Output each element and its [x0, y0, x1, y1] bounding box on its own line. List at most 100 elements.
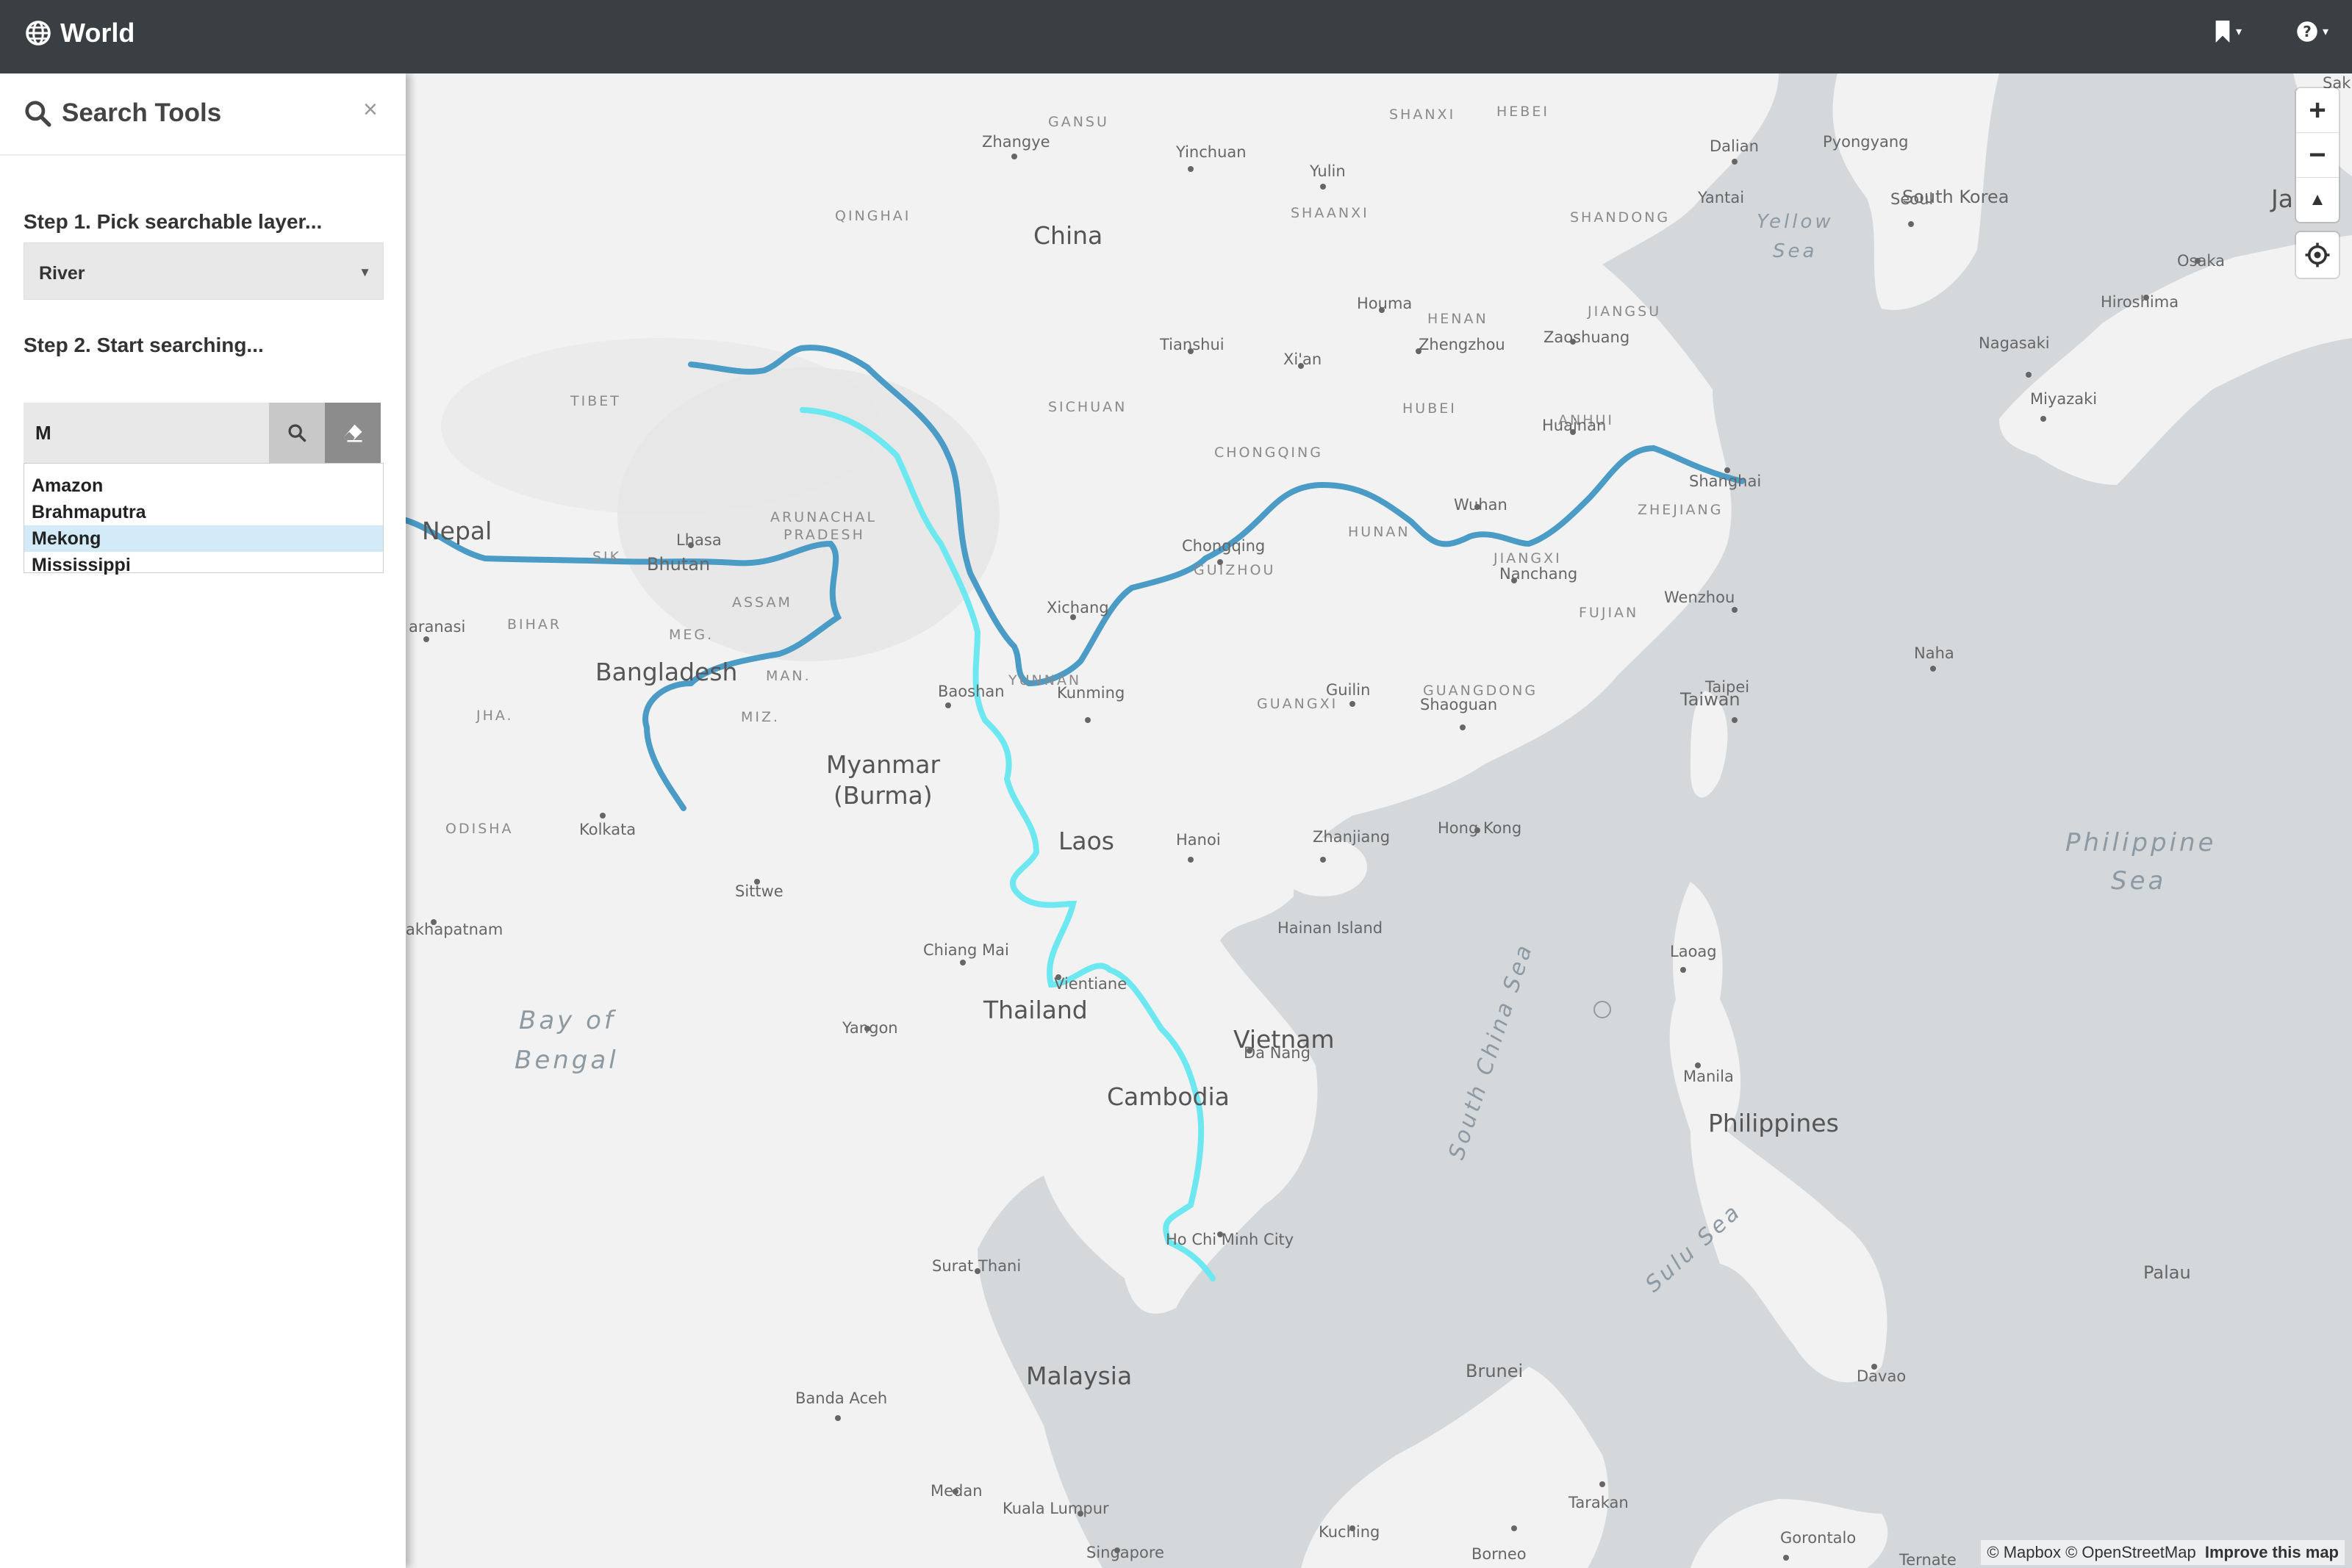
geolocate-button[interactable] [2296, 232, 2339, 278]
map-attribution: © Mapbox © OpenStreetMap Improve this ma… [1981, 1540, 2345, 1565]
label-tibet: TIBET [570, 393, 621, 409]
label-hainan-island: Hainan Island [1277, 919, 1383, 937]
label-medan: Medan [931, 1482, 983, 1500]
label-dalian: Dalian [1710, 137, 1759, 155]
label-malaysia: Malaysia [1026, 1362, 1132, 1390]
label-philippines: Philippines [1708, 1109, 1839, 1137]
layer-select-value: River [39, 263, 85, 284]
label-fujian: FUJIAN [1579, 605, 1638, 621]
suggestion-item[interactable]: Mississippi [32, 555, 131, 575]
label-shanxi: SHANXI [1389, 107, 1455, 123]
label-surat-thani: Surat Thani [932, 1257, 1021, 1275]
search-icon [288, 424, 306, 442]
clear-button[interactable] [325, 403, 381, 463]
label-seoul: Seoul [1890, 190, 1933, 208]
label-brunei: Brunei [1466, 1361, 1523, 1381]
panel-title: Search Tools [24, 98, 221, 128]
label-myanmar: Myanmar [826, 750, 941, 779]
question-circle-icon: ? [2297, 21, 2317, 42]
zoom-control: + − ▲ [2296, 88, 2339, 222]
label-hunan: HUNAN [1348, 524, 1410, 540]
label-yulin: Yulin [1309, 162, 1346, 180]
suggestion-list: Amazon Brahmaputra Mekong Mississippi [24, 463, 384, 575]
search-icon [25, 101, 51, 127]
label-yantai: Yantai [1697, 189, 1744, 206]
label-bihar: BIHAR [507, 616, 562, 633]
label-chongqing: Chongqing [1182, 537, 1265, 555]
label-palau: Palau [2143, 1262, 2191, 1283]
label-chiang-mai: Chiang Mai [923, 941, 1009, 959]
label-kolkata: Kolkata [579, 821, 636, 838]
river-brahmaputra [403, 517, 842, 811]
search-input[interactable] [24, 403, 269, 463]
label-hiroshima: Hiroshima [2101, 293, 2179, 311]
label-anhui: ANHUI [1558, 412, 1614, 428]
label-shandong: SHANDONG [1570, 209, 1670, 226]
label-jiangsu: JIANGSU [1587, 303, 1661, 320]
label-bangladesh: Bangladesh [595, 658, 737, 686]
label-vietnam: Vietnam [1233, 1025, 1335, 1054]
search-button[interactable] [269, 403, 325, 463]
suggestion-item-highlighted[interactable]: Mekong [24, 525, 383, 552]
label-davao: Davao [1857, 1367, 1906, 1385]
attribution-text[interactable]: © Mapbox © OpenStreetMap [1987, 1543, 2196, 1561]
label-jiangxi: JIANGXI [1493, 550, 1562, 567]
label-nagasaki: Nagasaki [1979, 334, 2050, 352]
search-group [24, 403, 381, 463]
label-lhasa: Lhasa [676, 531, 722, 549]
label-henan: HENAN [1427, 311, 1488, 327]
svg-text:?: ? [2303, 23, 2312, 40]
crosshair-icon [2305, 242, 2330, 267]
label-tianshui: Tianshui [1159, 336, 1225, 353]
label-thailand: Thailand [983, 996, 1088, 1024]
label-kuching: Kuching [1319, 1523, 1380, 1541]
label-jharkhand: JHA. [476, 708, 514, 724]
label-houma: Houma [1357, 295, 1412, 312]
chevron-down-icon: ▾ [2236, 26, 2242, 38]
label-taiwan: Taiwan [1679, 689, 1740, 710]
bookmark-icon [2215, 21, 2230, 43]
label-naha: Naha [1914, 644, 1954, 662]
label-pradesh: PRADESH [784, 527, 865, 543]
label-sikkim: SIK. [592, 549, 628, 565]
chevron-down-icon: ▼ [359, 265, 371, 279]
river-yangtze [688, 345, 1745, 687]
bookmark-menu[interactable]: ▾ [2214, 21, 2242, 43]
close-icon[interactable]: × [363, 96, 378, 123]
zoom-in-button[interactable]: + [2296, 88, 2339, 133]
label-visakhapatnam: akhapatnam [406, 921, 503, 938]
label-japan-partial: Ja [2270, 184, 2293, 213]
label-borneo: Borneo [1471, 1545, 1527, 1563]
panel-title-text: Search Tools [62, 98, 222, 127]
label-yunnan: YUNNAN [1008, 672, 1081, 688]
label-zhanjiang: Zhanjiang [1313, 828, 1390, 846]
label-hubei: HUBEI [1402, 400, 1457, 417]
map-canvas[interactable]: China Nepal Bhutan Bangladesh Myanmar (B… [0, 73, 2352, 1568]
label-gorontalo: Gorontalo [1780, 1529, 1856, 1547]
zoom-out-button[interactable]: − [2296, 133, 2339, 178]
label-gansu: GANSU [1048, 114, 1109, 130]
label-guangxi: GUANGXI [1257, 696, 1338, 712]
label-singapore: Singapore [1086, 1544, 1164, 1561]
compass-button[interactable]: ▲ [2309, 190, 2326, 209]
layer-select[interactable]: River ▼ [24, 242, 384, 300]
label-yangon: Yangon [842, 1019, 898, 1037]
improve-map-link[interactable]: Improve this map [2204, 1543, 2339, 1561]
label-banda-aceh: Banda Aceh [795, 1389, 887, 1407]
help-menu[interactable]: ? ▾ [2296, 21, 2328, 43]
label-manipur: MAN. [766, 668, 811, 684]
suggestion-item[interactable]: Amazon [32, 475, 104, 496]
label-sichuan: SICHUAN [1048, 399, 1127, 415]
label-miyazaki: Miyazaki [2030, 390, 2097, 408]
label-shanghai: Shanghai [1689, 472, 1761, 490]
label-huainan: Huainan [1542, 417, 1606, 434]
brand[interactable]: World [25, 18, 135, 48]
top-navbar: World ▾ ? ▾ [0, 0, 2352, 73]
label-mizoram: MIZ. [741, 709, 780, 725]
label-shaanxi: SHAANXI [1291, 205, 1369, 221]
suggestion-item[interactable]: Brahmaputra [32, 502, 146, 522]
label-guizhou: GUIZHOU [1194, 562, 1275, 578]
globe-icon [26, 21, 51, 46]
label-osaka: Osaka [2177, 252, 2225, 270]
label-xian: Xi'an [1283, 350, 1322, 368]
